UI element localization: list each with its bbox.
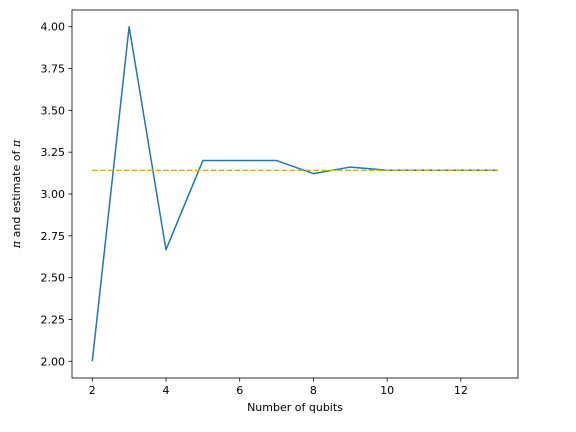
- y-axis-label: π and estimate of π: [10, 139, 23, 249]
- y-axis-label-symbol-1: π: [10, 240, 23, 249]
- x-tick-label: 4: [162, 384, 169, 397]
- plot-frame: [71, 9, 519, 379]
- x-tick-label: 8: [310, 384, 317, 397]
- y-tick-label: 3.50: [41, 104, 66, 117]
- y-tick-label: 2.25: [41, 313, 66, 326]
- y-tick-label: 2.50: [41, 272, 66, 285]
- pi-estimate-line: [91, 25, 498, 362]
- x-tick-label: 10: [380, 384, 394, 397]
- y-tick-label: 4.00: [41, 21, 66, 34]
- y-axis-label-symbol-2: π: [10, 139, 23, 148]
- y-tick-label: 3.00: [41, 188, 66, 201]
- x-axis-label: Number of qubits: [247, 401, 343, 414]
- y-tick-label: 2.75: [41, 230, 66, 243]
- x-tick-label: 6: [236, 384, 243, 397]
- y-tick-label: 2.00: [41, 355, 66, 368]
- y-tick-label: 3.75: [41, 63, 66, 76]
- y-tick-label: 3.25: [41, 146, 66, 159]
- y-axis-label-middle: and estimate of: [10, 147, 23, 241]
- x-tick-label: 2: [89, 384, 96, 397]
- ticks-layer: 2 4 6 8 10 12 2.00 2.25 2.50 2.75 3.00 3.25 3.50 3.75…: [41, 21, 468, 397]
- x-tick-label: 12: [454, 384, 468, 397]
- series-layer: [91, 25, 498, 362]
